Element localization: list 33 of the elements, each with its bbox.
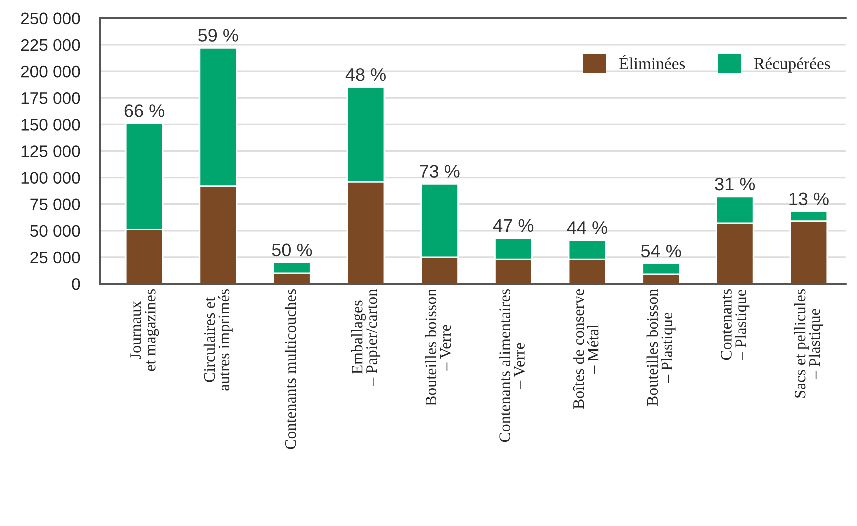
- annotation: 31 %: [715, 178, 756, 191]
- x-tick-label: Contenants alimentaires – Verre: [499, 289, 525, 442]
- y-tick-label: 0: [72, 278, 80, 290]
- legend-label: Éliminées: [620, 55, 686, 70]
- y-tick-label: 100 000: [22, 172, 80, 184]
- annotation: 47 %: [494, 219, 534, 232]
- x-tick-label: Circulaires et autres imprimés: [204, 289, 233, 391]
- annotation: 44 %: [567, 222, 608, 234]
- y-tick-label: 150 000: [22, 119, 80, 131]
- y-tick-label: 125 000: [22, 146, 80, 158]
- annotation: 73 %: [420, 165, 460, 178]
- annotation: 48 %: [346, 68, 386, 82]
- annotation: 50 %: [272, 244, 312, 257]
- legend-label: Récupérées: [754, 58, 830, 73]
- y-tick-label: 200 000: [21, 66, 80, 78]
- y-tick-label: 225 000: [21, 39, 80, 52]
- x-tick-label: Sacs et pellicules – Plastique: [794, 289, 824, 398]
- y-tick-label: 250 000: [21, 12, 80, 25]
- annotation: 59 %: [198, 29, 238, 42]
- y-tick-label: 75 000: [30, 198, 80, 211]
- y-tick-label: 25 000: [30, 252, 80, 264]
- x-tick-label: Journaux et magazines: [130, 289, 160, 372]
- x-tick-label: Bouteilles boisson – Verre: [425, 289, 452, 406]
- annotation: 66 %: [124, 104, 164, 118]
- annotation: 13 %: [790, 192, 829, 206]
- x-tick-label: Contenants multicouches: [284, 289, 296, 450]
- y-tick-label: 50 000: [30, 225, 80, 238]
- x-tick-label: Bouteilles boisson – Plastique: [646, 289, 676, 406]
- annotation: 54 %: [641, 244, 682, 258]
- x-tick-label: Contenants – Plastique: [721, 289, 750, 360]
- x-tick-label: Boîtes de conserve – Métal: [572, 289, 599, 410]
- x-tick-label: Emballages – Papier/carton: [352, 289, 381, 386]
- y-tick-label: 175 000: [22, 92, 80, 104]
